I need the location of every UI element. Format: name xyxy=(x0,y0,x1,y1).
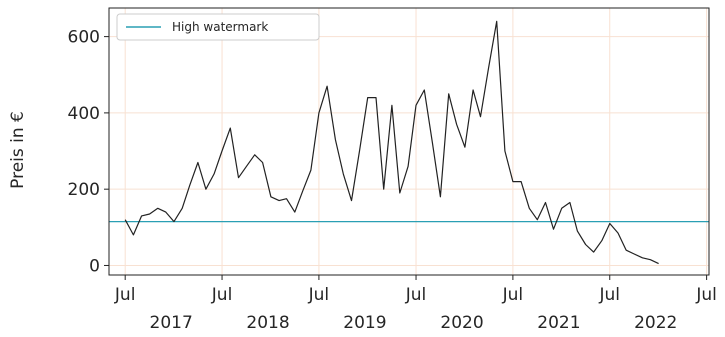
x-tick-month-label: Jul xyxy=(598,285,620,305)
axis-layer: 0 200 400 600 Jul 2017 Jul 2018 Jul 2019 Jul 2020 Ju… xyxy=(68,7,717,333)
x-tick-month-label: Jul xyxy=(405,285,427,305)
x-tick-month-label: Jul xyxy=(211,285,233,305)
x-tick-month-label: Jul xyxy=(502,285,524,305)
y-tick-label: 200 xyxy=(68,180,100,200)
plot-frame xyxy=(108,7,710,276)
y-tick-label: 600 xyxy=(68,28,100,48)
x-tick-year-label: 2018 xyxy=(246,313,289,333)
y-tick-label: 0 xyxy=(89,256,100,276)
legend-label-high-watermark: High watermark xyxy=(172,20,268,34)
series-layer xyxy=(124,20,659,265)
x-tick-year-label: 2019 xyxy=(343,313,386,333)
x-tick-month-label: Jul xyxy=(114,285,136,305)
legend-box xyxy=(116,13,320,41)
x-tick-year-label: 2017 xyxy=(150,313,193,333)
x-tick-month-label: Jul xyxy=(695,285,717,305)
x-tick-year-label: 2022 xyxy=(634,313,677,333)
x-tick-month-label: Jul xyxy=(308,285,330,305)
price-series-line xyxy=(124,20,659,265)
legend: High watermark xyxy=(116,13,320,41)
x-tick-year-label: 2021 xyxy=(537,313,580,333)
y-tick-label: 400 xyxy=(68,104,100,124)
y-axis-label: Preis in € xyxy=(8,111,28,189)
x-tick-year-label: 2020 xyxy=(440,313,483,333)
